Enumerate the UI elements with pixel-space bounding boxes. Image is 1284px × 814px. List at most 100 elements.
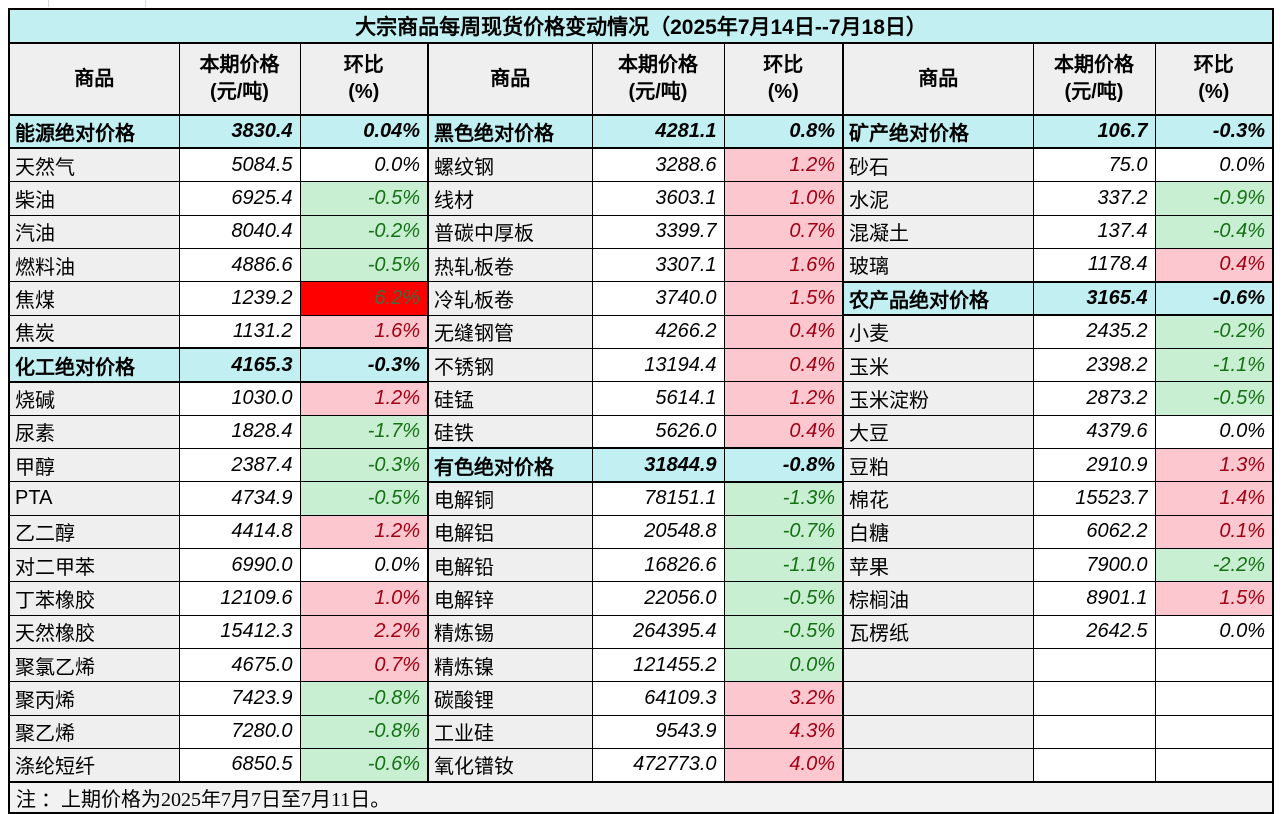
price-cell[interactable] bbox=[1032, 681, 1156, 716]
price-cell[interactable]: 1030.0 bbox=[178, 381, 301, 416]
commodity-name-cell[interactable]: 小麦 bbox=[842, 314, 1034, 349]
price-cell[interactable]: 3307.1 bbox=[591, 247, 725, 283]
price-cell[interactable]: 1239.2 bbox=[178, 281, 301, 316]
commodity-name-cell[interactable]: 工业硅 bbox=[427, 714, 593, 750]
commodity-name-cell[interactable]: 玉米淀粉 bbox=[842, 381, 1034, 416]
commodity-name-cell[interactable]: 涤纶短纤 bbox=[8, 748, 180, 783]
price-cell[interactable]: 2387.4 bbox=[178, 447, 301, 483]
section-pct-cell[interactable]: -0.6% bbox=[1154, 280, 1274, 317]
header-price[interactable]: 本期价格 (元/吨) bbox=[591, 42, 725, 116]
price-cell[interactable]: 4675.0 bbox=[178, 647, 301, 683]
section-name-cell[interactable]: 化工绝对价格 bbox=[8, 347, 180, 383]
pct-change-cell[interactable]: 1.0% bbox=[299, 581, 429, 616]
pct-change-cell[interactable]: 0.0% bbox=[1154, 614, 1274, 650]
price-cell[interactable]: 5626.0 bbox=[591, 414, 725, 449]
header-price[interactable]: 本期价格 (元/吨) bbox=[178, 42, 301, 116]
pct-change-cell[interactable]: -0.9% bbox=[1154, 181, 1274, 216]
section-price-cell[interactable]: 3830.4 bbox=[178, 113, 301, 150]
commodity-name-cell[interactable] bbox=[842, 714, 1034, 750]
commodity-name-cell[interactable]: 焦煤 bbox=[8, 281, 180, 316]
section-pct-cell[interactable]: -0.3% bbox=[299, 347, 429, 383]
price-cell[interactable]: 9543.9 bbox=[591, 714, 725, 750]
price-cell[interactable]: 1178.4 bbox=[1032, 247, 1156, 283]
price-cell[interactable]: 3288.6 bbox=[591, 147, 725, 183]
pct-change-cell[interactable]: -0.4% bbox=[1154, 214, 1274, 249]
pct-change-cell[interactable] bbox=[1154, 681, 1274, 716]
header-pct[interactable]: 环比 (%) bbox=[299, 42, 429, 116]
commodity-name-cell[interactable]: 电解铝 bbox=[427, 514, 593, 549]
commodity-name-cell[interactable]: 砂石 bbox=[842, 147, 1034, 183]
pct-change-cell[interactable]: -1.3% bbox=[723, 481, 844, 516]
section-name-cell[interactable]: 能源绝对价格 bbox=[8, 113, 180, 150]
price-cell[interactable]: 12109.6 bbox=[178, 581, 301, 616]
header-commodity[interactable]: 商品 bbox=[842, 42, 1034, 116]
commodity-name-cell[interactable]: 聚氯乙烯 bbox=[8, 647, 180, 683]
price-cell[interactable]: 6062.2 bbox=[1032, 514, 1156, 549]
commodity-name-cell[interactable]: 混凝土 bbox=[842, 214, 1034, 249]
pct-change-cell[interactable]: 0.4% bbox=[723, 414, 844, 449]
price-cell[interactable]: 4414.8 bbox=[178, 514, 301, 549]
price-cell[interactable]: 22056.0 bbox=[591, 581, 725, 616]
commodity-name-cell[interactable]: PTA bbox=[8, 481, 180, 516]
commodity-name-cell[interactable]: 玉米 bbox=[842, 347, 1034, 383]
header-commodity[interactable]: 商品 bbox=[427, 42, 593, 116]
price-cell[interactable]: 3740.0 bbox=[591, 281, 725, 316]
commodity-name-cell[interactable]: 苹果 bbox=[842, 547, 1034, 583]
commodity-name-cell[interactable]: 氧化镨钕 bbox=[427, 748, 593, 783]
pct-change-cell[interactable]: 0.0% bbox=[1154, 414, 1274, 449]
pct-change-cell[interactable]: -0.5% bbox=[299, 181, 429, 216]
commodity-name-cell[interactable]: 硅铁 bbox=[427, 414, 593, 449]
table-title[interactable]: 大宗商品每周现货价格变动情况（2025年7月14日--7月18日） bbox=[8, 8, 1274, 44]
section-price-cell[interactable]: 3165.4 bbox=[1032, 280, 1156, 317]
commodity-name-cell[interactable]: 丁苯橡胶 bbox=[8, 581, 180, 616]
commodity-name-cell[interactable]: 玻璃 bbox=[842, 247, 1034, 283]
pct-change-cell[interactable]: -2.2% bbox=[1154, 547, 1274, 583]
section-name-cell[interactable]: 黑色绝对价格 bbox=[427, 113, 593, 150]
price-cell[interactable]: 6925.4 bbox=[178, 181, 301, 216]
price-cell[interactable]: 7280.0 bbox=[178, 714, 301, 750]
pct-change-cell[interactable] bbox=[1154, 714, 1274, 750]
commodity-name-cell[interactable]: 聚丙烯 bbox=[8, 681, 180, 716]
pct-change-cell[interactable]: 0.0% bbox=[299, 547, 429, 583]
price-cell[interactable]: 75.0 bbox=[1032, 147, 1156, 183]
section-pct-cell[interactable]: 0.8% bbox=[723, 113, 844, 150]
pct-change-cell[interactable]: 1.6% bbox=[299, 314, 429, 349]
price-cell[interactable]: 4379.6 bbox=[1032, 414, 1156, 449]
commodity-name-cell[interactable]: 烧碱 bbox=[8, 381, 180, 416]
pct-change-cell[interactable]: 4.3% bbox=[723, 714, 844, 750]
commodity-name-cell[interactable] bbox=[842, 681, 1034, 716]
commodity-name-cell[interactable]: 聚乙烯 bbox=[8, 714, 180, 750]
pct-change-cell[interactable]: -1.1% bbox=[1154, 347, 1274, 383]
commodity-name-cell[interactable]: 尿素 bbox=[8, 414, 180, 449]
price-cell[interactable]: 137.4 bbox=[1032, 214, 1156, 249]
commodity-name-cell[interactable]: 精炼锡 bbox=[427, 614, 593, 650]
pct-change-cell[interactable]: -0.5% bbox=[723, 581, 844, 616]
commodity-name-cell[interactable]: 无缝钢管 bbox=[427, 314, 593, 349]
pct-change-cell[interactable]: -1.7% bbox=[299, 414, 429, 449]
price-cell[interactable]: 78151.1 bbox=[591, 481, 725, 516]
pct-change-cell[interactable]: -0.5% bbox=[299, 481, 429, 516]
pct-change-cell[interactable]: 1.2% bbox=[299, 381, 429, 416]
price-cell[interactable]: 8040.4 bbox=[178, 214, 301, 249]
pct-change-cell[interactable]: 0.4% bbox=[723, 314, 844, 349]
pct-change-cell[interactable]: 2.2% bbox=[299, 614, 429, 650]
price-cell[interactable]: 5084.5 bbox=[178, 147, 301, 183]
commodity-name-cell[interactable] bbox=[842, 748, 1034, 783]
commodity-name-cell[interactable]: 棕榈油 bbox=[842, 581, 1034, 616]
pct-change-cell[interactable]: -0.8% bbox=[299, 681, 429, 716]
price-cell[interactable] bbox=[1032, 748, 1156, 783]
price-cell[interactable]: 15523.7 bbox=[1032, 481, 1156, 516]
pct-change-cell[interactable]: 1.2% bbox=[299, 514, 429, 549]
price-cell[interactable]: 3603.1 bbox=[591, 181, 725, 216]
section-pct-cell[interactable]: -0.3% bbox=[1154, 113, 1274, 150]
commodity-name-cell[interactable]: 线材 bbox=[427, 181, 593, 216]
price-cell[interactable]: 20548.8 bbox=[591, 514, 725, 549]
pct-change-cell[interactable]: 1.5% bbox=[723, 281, 844, 316]
price-cell[interactable]: 6850.5 bbox=[178, 748, 301, 783]
price-cell[interactable]: 7423.9 bbox=[178, 681, 301, 716]
pct-change-cell[interactable]: 0.0% bbox=[723, 647, 844, 683]
header-price[interactable]: 本期价格 (元/吨) bbox=[1032, 42, 1156, 116]
price-cell[interactable] bbox=[1032, 714, 1156, 750]
pct-change-cell[interactable]: 1.5% bbox=[1154, 581, 1274, 616]
commodity-name-cell[interactable]: 电解铜 bbox=[427, 481, 593, 516]
